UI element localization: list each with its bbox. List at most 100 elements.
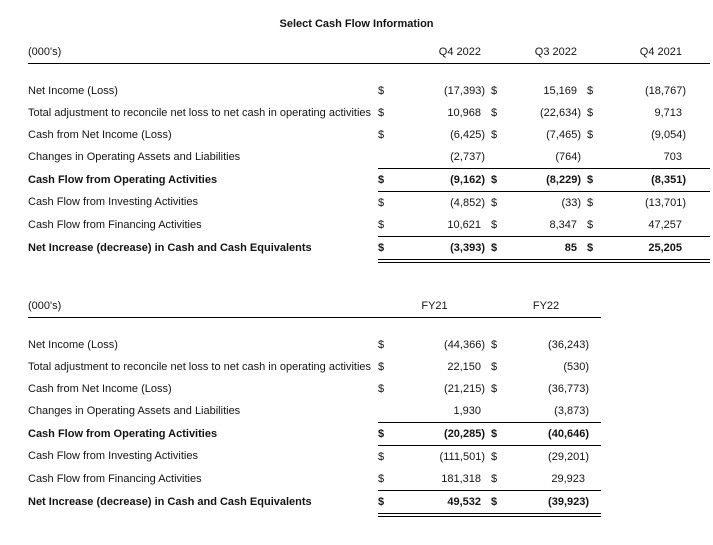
- cell-value: 8,347: [511, 214, 587, 237]
- dollar-sign: [587, 146, 607, 169]
- table-row: Cash Flow from Operating Activities $ (20,…: [28, 422, 602, 446]
- row-label: Cash from Net Income (Loss): [28, 382, 172, 395]
- row-label: Net Increase (decrease) in Cash and Cash…: [28, 242, 312, 255]
- cell-value: 85: [511, 236, 587, 263]
- row-label: Cash Flow from Financing Activities: [28, 218, 202, 231]
- header-spacer: [491, 39, 511, 64]
- row-label: Changes in Operating Assets and Liabilit…: [28, 150, 241, 163]
- cell-value: 22,150: [447, 360, 482, 373]
- cell-value: (7,465): [546, 128, 581, 141]
- cell-value: 49,532: [396, 490, 492, 517]
- table-row: Net Increase (decrease) in Cash and Cash…: [28, 490, 602, 517]
- dollar-sign: $: [587, 128, 594, 141]
- cell-value: (530): [563, 360, 590, 373]
- dollar-sign: $: [587, 236, 607, 263]
- table-row: Cash from Net Income (Loss) $ (6,425) $ (7,4…: [28, 124, 710, 146]
- cell-value: (21,215): [444, 382, 486, 395]
- table-row: Cash Flow from Investing Activities $ (111…: [28, 446, 601, 469]
- row-label: Total adjustment to reconcile net loss t…: [28, 360, 372, 373]
- dollar-sign: $: [378, 422, 396, 446]
- dollar-sign: $: [491, 106, 498, 119]
- row-label: Net Income (Loss): [28, 338, 118, 351]
- cell-value: 29,923: [511, 468, 602, 491]
- row-label: Total adjustment to reconcile net loss t…: [28, 106, 372, 119]
- dollar-sign: $: [378, 84, 385, 97]
- column-header: Q3 2022: [511, 39, 587, 64]
- cell-value: (33): [561, 196, 581, 209]
- units-label: (000's): [28, 293, 378, 318]
- dollar-sign: $: [378, 214, 396, 237]
- column-header: Q4 2022: [396, 39, 491, 64]
- dollar-sign: $: [378, 450, 385, 463]
- table-row: Cash Flow from Financing Activities $10,6…: [28, 214, 710, 237]
- table-row: Changes in Operating Assets and Liabilit…: [28, 146, 710, 169]
- table-row: Total adjustment to reconcile net loss t…: [28, 356, 601, 378]
- cell-value: 1,930: [396, 400, 492, 423]
- cell-value: (6,425): [450, 128, 485, 141]
- cell-value: (39,923): [511, 490, 602, 517]
- dollar-sign: $: [378, 196, 385, 209]
- spacer: [28, 318, 601, 335]
- column-header: FY21: [378, 293, 492, 318]
- page-title: Select Cash Flow Information: [279, 18, 434, 30]
- dollar-sign: $: [491, 422, 512, 446]
- dollar-sign: [378, 146, 396, 169]
- dollar-sign: $: [587, 214, 607, 237]
- table-row: Net Income (Loss) $ (17,393) $15,169 $ (18,76…: [28, 80, 710, 102]
- table-row: Net Increase (decrease) in Cash and Cash…: [28, 236, 710, 263]
- cell-value: (40,646): [511, 422, 602, 446]
- row-label: Cash Flow from Financing Activities: [28, 472, 202, 485]
- cell-value: (764): [511, 146, 587, 169]
- row-label: Cash Flow from Investing Activities: [28, 196, 198, 209]
- cell-value: 703: [607, 146, 710, 169]
- dollar-sign: $: [491, 236, 511, 263]
- dollar-sign: $: [491, 84, 498, 97]
- dollar-sign: [491, 400, 512, 423]
- cell-value: (111,501): [439, 450, 486, 463]
- cell-value: (13,701): [645, 196, 686, 209]
- dollar-sign: $: [491, 490, 512, 517]
- row-label: Cash Flow from Operating Activities: [28, 173, 218, 186]
- row-label: Net Income (Loss): [28, 84, 118, 97]
- dollar-sign: $: [491, 468, 512, 491]
- cell-value: (36,243): [548, 338, 590, 351]
- header-spacer: [378, 39, 396, 64]
- dollar-sign: $: [491, 450, 498, 463]
- dollar-sign: $: [378, 468, 396, 491]
- cell-value: 9,713: [654, 106, 682, 119]
- cell-value: (9,162): [396, 168, 491, 192]
- table-row: Cash Flow from Financing Activities $181,…: [28, 468, 602, 491]
- dollar-sign: $: [491, 382, 498, 395]
- dollar-sign: $: [491, 360, 498, 373]
- cell-value: (3,393): [396, 236, 491, 263]
- cell-value: (36,773): [548, 382, 590, 395]
- cell-value: 181,318: [396, 468, 492, 491]
- dollar-sign: $: [378, 106, 385, 119]
- table-row: Net Income (Loss) $ (44,366) $ (36,243): [28, 334, 601, 356]
- row-label: Cash Flow from Investing Activities: [28, 450, 198, 463]
- cash-flow-report: Select Cash Flow Information (000's) Q4 2…: [0, 18, 713, 545]
- table-row: Total adjustment to reconcile net loss t…: [28, 102, 710, 124]
- dollar-sign: $: [491, 214, 511, 237]
- dollar-sign: $: [491, 128, 498, 141]
- dollar-sign: $: [491, 338, 498, 351]
- table-row: Cash Flow from Operating Activities $ (9,1…: [28, 168, 710, 192]
- cell-value: (22,634): [540, 106, 581, 119]
- row-label: Cash Flow from Operating Activities: [28, 427, 218, 440]
- cell-value: 10,621: [396, 214, 491, 237]
- cell-value: 10,968: [447, 106, 481, 119]
- spacer: [28, 64, 710, 81]
- cell-value: (17,393): [444, 84, 485, 97]
- cell-value: (3,873): [511, 400, 602, 423]
- cell-value: (29,201): [548, 450, 590, 463]
- quarterly-cash-flow-table: (000's) Q4 2022 Q3 2022 Q4 2021 Net Income (…: [28, 39, 710, 263]
- column-header: Q4 2021: [607, 39, 710, 64]
- row-label: Net Increase (decrease) in Cash and Cash…: [28, 496, 312, 509]
- dollar-sign: $: [378, 490, 396, 517]
- dollar-sign: $: [587, 196, 594, 209]
- row-label: Changes in Operating Assets and Liabilit…: [28, 404, 241, 417]
- cell-value: (2,737): [396, 146, 491, 169]
- dollar-sign: $: [378, 168, 396, 192]
- dollar-sign: [378, 400, 396, 423]
- units-label: (000's): [28, 39, 378, 64]
